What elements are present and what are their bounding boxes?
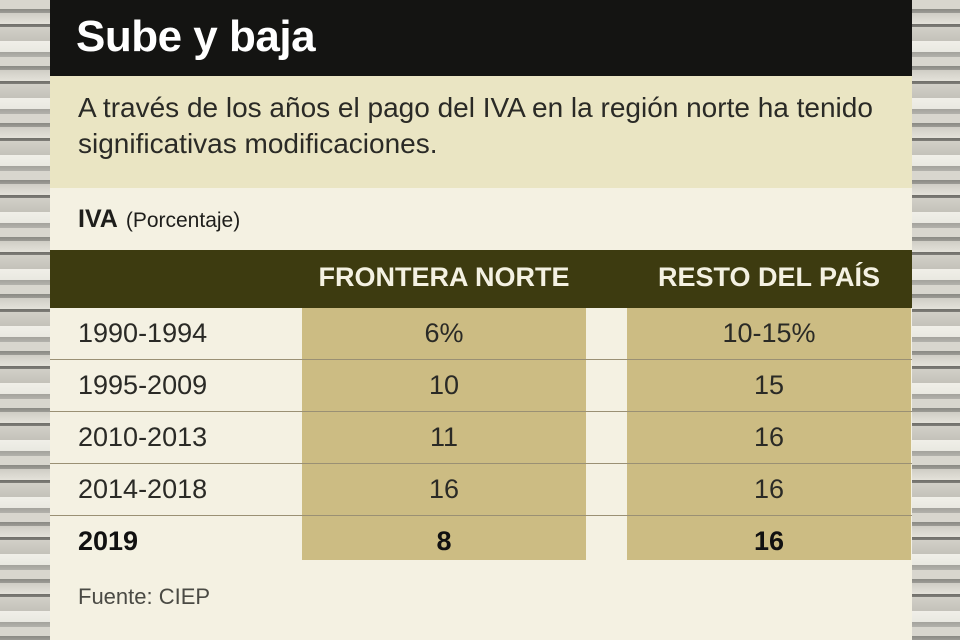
frontera-norte-value: 11 <box>429 422 459 452</box>
row-divider <box>50 359 912 360</box>
period-cell: 2014-2018 <box>78 474 208 504</box>
table-label: IVA (Porcentaje) <box>78 205 240 234</box>
period-cell: 1990-1994 <box>78 318 208 348</box>
title-bar: Sube y baja <box>50 0 912 76</box>
resto-del-pais-value: 16 <box>753 474 785 504</box>
infographic-title: Sube y baja <box>76 12 316 61</box>
frontera-norte-value: 6% <box>424 318 464 348</box>
period-cell: 2019 <box>78 526 139 556</box>
table-label-unit: (Porcentaje) <box>125 209 241 232</box>
table-row: 1990-1994 6% 10-15% <box>50 308 912 360</box>
frontera-norte-value: 8 <box>436 526 452 556</box>
table-row: 2010-2013 11 16 <box>50 412 912 464</box>
frontera-norte-value: 10 <box>428 370 460 400</box>
table-row: 1995-2009 10 15 <box>50 360 912 412</box>
background-stripes-left <box>0 0 50 640</box>
table-label-main: IVA <box>78 205 118 233</box>
frontera-norte-value: 16 <box>428 474 460 504</box>
table-header: FRONTERA NORTE RESTO DEL PAÍS <box>50 250 912 308</box>
row-divider <box>50 515 912 516</box>
infographic-subtitle: A través de los años el pago del IVA en … <box>78 92 873 159</box>
table-body: 1990-1994 6% 10-15% 1995-2009 10 15 2010-2013 1… <box>50 308 912 568</box>
row-divider <box>50 463 912 464</box>
table-row: 2014-2018 16 16 <box>50 464 912 516</box>
column-fill-resto-del-pais <box>627 308 911 560</box>
period-cell: 1995-2009 <box>78 370 208 400</box>
row-divider <box>50 411 912 412</box>
source-note: Fuente: CIEP <box>78 584 211 609</box>
table-row: 2019 8 16 <box>50 516 912 568</box>
resto-del-pais-value: 15 <box>753 370 785 400</box>
subtitle-band: A través de los años el pago del IVA en … <box>50 76 912 188</box>
resto-del-pais-value: 10-15% <box>722 318 816 348</box>
column-header-resto-del-pais: RESTO DEL PAÍS <box>657 262 881 292</box>
background-stripes-right <box>910 0 960 640</box>
resto-del-pais-value: 16 <box>753 422 785 452</box>
column-header-frontera-norte: FRONTERA NORTE <box>318 262 570 292</box>
resto-del-pais-value: 16 <box>753 526 785 556</box>
column-fill-frontera-norte <box>302 308 586 560</box>
period-cell: 2010-2013 <box>78 422 208 452</box>
infographic-card: Sube y baja A través de los años el pago… <box>50 0 912 640</box>
